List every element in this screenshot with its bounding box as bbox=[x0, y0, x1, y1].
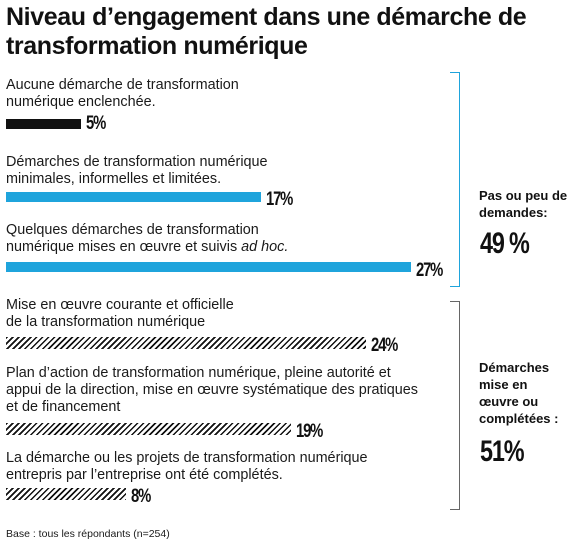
category-label-5: Plan d’action de transformation numériqu… bbox=[6, 365, 418, 415]
value-label-1: 5% bbox=[86, 113, 106, 134]
group-bracket-1 bbox=[450, 72, 460, 287]
value-label-4: 24% bbox=[371, 335, 398, 356]
chart-title: Niveau d’engagement dans une démarche de… bbox=[6, 3, 527, 60]
bar-4 bbox=[6, 337, 366, 349]
bar-6 bbox=[6, 488, 126, 500]
category-label-2: Démarches de transformation numérique mi… bbox=[6, 154, 268, 187]
group-label-2: Démarches mise en œuvre ou complétées : bbox=[479, 360, 559, 426]
group-value-1: 49 % bbox=[480, 227, 530, 260]
bar-5 bbox=[6, 423, 291, 435]
category-label-3: Quelques démarches de transformation num… bbox=[6, 222, 289, 255]
category-label-6: La démarche ou les projets de transforma… bbox=[6, 450, 368, 483]
footnote: Base : tous les répondants (n=254) bbox=[6, 528, 170, 540]
value-label-6: 8% bbox=[131, 486, 151, 507]
bar-1 bbox=[6, 119, 81, 129]
bar-2 bbox=[6, 192, 261, 202]
bar-3 bbox=[6, 262, 411, 272]
group-label-1: Pas ou peu de demandes: bbox=[479, 188, 568, 220]
group-value-2: 51% bbox=[480, 435, 524, 468]
group-bracket-2 bbox=[450, 301, 460, 510]
category-label-4: Mise en œuvre courante et officielle de … bbox=[6, 297, 234, 330]
value-label-5: 19% bbox=[296, 421, 323, 442]
value-label-3: 27% bbox=[416, 260, 443, 281]
category-label-1: Aucune démarche de transformation numéri… bbox=[6, 77, 239, 110]
value-label-2: 17% bbox=[266, 189, 293, 210]
